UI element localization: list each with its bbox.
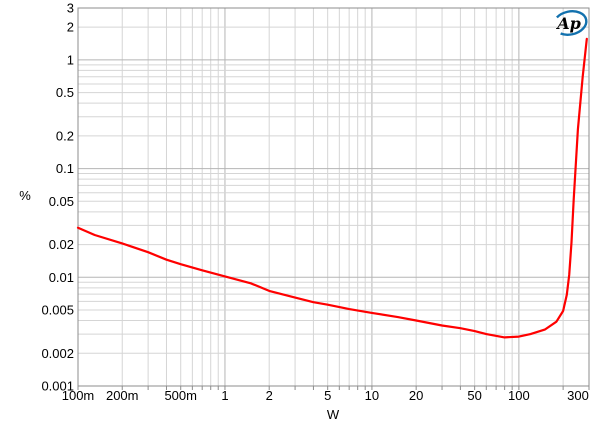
thd-curve — [76, 37, 588, 339]
x-tick-label: 5 — [324, 388, 331, 403]
y-tick-label: 0.2 — [56, 128, 74, 143]
tick-layer — [77, 386, 590, 390]
x-tick-label: 300 — [567, 388, 589, 403]
y-tick-label: 0.002 — [41, 346, 74, 361]
x-axis-title: W — [327, 407, 340, 422]
y-tick-label: 0.1 — [56, 161, 74, 176]
x-tick-label: 500m — [164, 388, 197, 403]
y-tick-label: 2 — [67, 20, 74, 35]
y-tick-label: 0.01 — [49, 270, 74, 285]
x-tick-label: 20 — [409, 388, 423, 403]
x-tick-label: 10 — [365, 388, 379, 403]
logo-text: Ap — [555, 14, 581, 33]
y-tick-label: 1 — [67, 52, 74, 67]
label-layer: 100m 200m 500m 1 2 5 10 20 50 100 300 3 2 1 0.5 0.2 0.1 0… — [41, 1, 588, 404]
x-tick-label: 200m — [106, 388, 139, 403]
curve-layer — [76, 37, 588, 339]
y-tick-label: 0.001 — [41, 379, 74, 394]
y-tick-label: 0.02 — [49, 237, 74, 252]
y-tick-label: 0.5 — [56, 85, 74, 100]
audio-precision-logo: Ap — [552, 10, 588, 36]
y-tick-label: 0.005 — [41, 303, 74, 318]
y-axis-title: % — [19, 188, 31, 203]
x-tick-label: 50 — [467, 388, 481, 403]
logo-swoosh-icon — [552, 10, 588, 36]
x-tick-label: 100m — [62, 388, 95, 403]
grid-layer — [77, 7, 590, 387]
plot-frame — [77, 7, 590, 387]
y-tick-label: 0.05 — [49, 194, 74, 209]
x-tick-label: 1 — [221, 388, 228, 403]
y-tick-label: 3 — [67, 1, 74, 16]
x-tick-label: 2 — [266, 388, 273, 403]
x-tick-label: 100 — [508, 388, 530, 403]
